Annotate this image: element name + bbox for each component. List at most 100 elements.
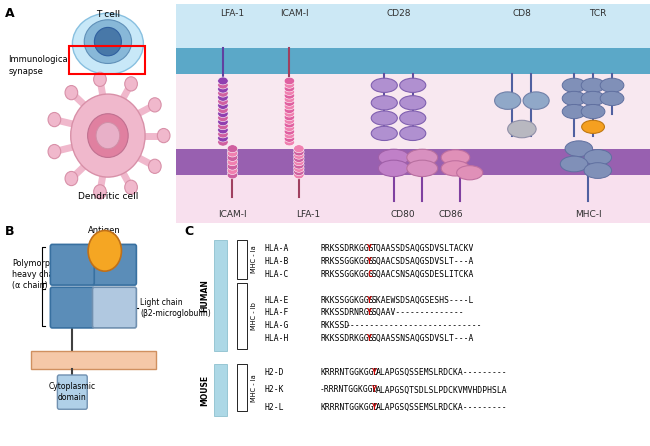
Bar bbox=[176, 4, 650, 48]
Ellipse shape bbox=[94, 27, 122, 56]
Ellipse shape bbox=[218, 106, 228, 113]
Ellipse shape bbox=[218, 118, 228, 126]
FancyBboxPatch shape bbox=[51, 287, 94, 328]
Text: RRKSSGGKGGS: RRKSSGGKGGS bbox=[320, 257, 374, 266]
Text: TQAASSDSAQGSDVSLTACKV: TQAASSDSAQGSDVSLTACKV bbox=[372, 244, 474, 253]
Ellipse shape bbox=[218, 97, 228, 105]
Ellipse shape bbox=[284, 106, 294, 113]
Ellipse shape bbox=[227, 153, 238, 161]
Text: α3: α3 bbox=[66, 302, 79, 313]
Text: HLA-H: HLA-H bbox=[265, 334, 289, 343]
Ellipse shape bbox=[284, 110, 294, 117]
Text: Y: Y bbox=[372, 403, 376, 412]
FancyBboxPatch shape bbox=[92, 287, 136, 328]
Ellipse shape bbox=[294, 165, 304, 172]
Ellipse shape bbox=[400, 111, 426, 125]
Text: SQAACSDSAQGSDVSLT---A: SQAACSDSAQGSDVSLT---A bbox=[372, 257, 474, 266]
Ellipse shape bbox=[71, 94, 145, 177]
Bar bbox=[237, 283, 247, 349]
Text: KRRRNTGGKGGD: KRRRNTGGKGGD bbox=[320, 403, 378, 412]
Text: LFA-1: LFA-1 bbox=[220, 9, 244, 18]
Bar bbox=[237, 364, 247, 411]
Text: MHC-I: MHC-I bbox=[575, 210, 602, 219]
Ellipse shape bbox=[562, 91, 586, 106]
Text: CD28: CD28 bbox=[386, 9, 411, 18]
Text: Y: Y bbox=[372, 385, 376, 394]
Ellipse shape bbox=[523, 92, 549, 109]
Ellipse shape bbox=[407, 160, 437, 177]
Ellipse shape bbox=[400, 96, 426, 110]
Text: MHC - Ia: MHC - Ia bbox=[251, 374, 257, 402]
Ellipse shape bbox=[218, 93, 228, 101]
Ellipse shape bbox=[148, 159, 161, 173]
Ellipse shape bbox=[227, 171, 238, 179]
Ellipse shape bbox=[371, 126, 397, 140]
Text: ALAPGSQTSDLSLPDCKVMVHDPHSLA: ALAPGSQTSDLSLPDCKVMVHDPHSLA bbox=[376, 385, 508, 394]
Ellipse shape bbox=[284, 135, 294, 142]
Ellipse shape bbox=[284, 128, 294, 135]
Ellipse shape bbox=[218, 134, 228, 142]
Ellipse shape bbox=[508, 120, 536, 138]
Bar bbox=[176, 74, 650, 149]
Ellipse shape bbox=[371, 111, 397, 125]
Ellipse shape bbox=[371, 78, 397, 92]
Text: CD80: CD80 bbox=[391, 210, 415, 219]
Ellipse shape bbox=[400, 126, 426, 140]
Ellipse shape bbox=[441, 150, 470, 165]
Bar bbox=[69, 46, 145, 74]
Ellipse shape bbox=[48, 112, 60, 127]
Ellipse shape bbox=[284, 103, 294, 110]
Text: RRKSSDRKGGS: RRKSSDRKGGS bbox=[320, 244, 374, 253]
Text: HLA-E: HLA-E bbox=[265, 296, 289, 305]
FancyBboxPatch shape bbox=[57, 375, 87, 409]
Text: SKAEWSDSAQGSESHS----L: SKAEWSDSAQGSESHS----L bbox=[372, 296, 474, 305]
Ellipse shape bbox=[284, 138, 294, 146]
Text: Antigen: Antigen bbox=[88, 226, 121, 235]
Ellipse shape bbox=[227, 145, 238, 153]
Text: C: C bbox=[184, 225, 193, 238]
Ellipse shape bbox=[125, 77, 137, 91]
Ellipse shape bbox=[284, 81, 294, 88]
Text: ICAM-I: ICAM-I bbox=[218, 210, 247, 219]
Ellipse shape bbox=[407, 149, 437, 165]
Bar bbox=[176, 175, 650, 223]
Text: HLA-G: HLA-G bbox=[265, 321, 289, 330]
Ellipse shape bbox=[284, 91, 294, 99]
Ellipse shape bbox=[371, 96, 397, 110]
Ellipse shape bbox=[94, 185, 107, 199]
Ellipse shape bbox=[560, 156, 588, 172]
Text: Immunological
synapse: Immunological synapse bbox=[8, 55, 70, 76]
Ellipse shape bbox=[218, 85, 228, 93]
Ellipse shape bbox=[294, 151, 304, 159]
Text: T cell: T cell bbox=[96, 10, 120, 19]
FancyBboxPatch shape bbox=[92, 244, 136, 285]
Ellipse shape bbox=[218, 89, 228, 97]
Text: C: C bbox=[367, 270, 372, 279]
Ellipse shape bbox=[284, 117, 294, 124]
Ellipse shape bbox=[284, 84, 294, 92]
Ellipse shape bbox=[218, 130, 228, 138]
Ellipse shape bbox=[284, 88, 294, 95]
Text: Y: Y bbox=[367, 296, 372, 305]
Text: H2-D: H2-D bbox=[265, 368, 284, 377]
Ellipse shape bbox=[562, 104, 586, 119]
Text: RKKSSDRNRGS: RKKSSDRNRGS bbox=[320, 309, 374, 318]
Text: MHC - Ib: MHC - Ib bbox=[251, 302, 257, 330]
Bar bbox=[214, 364, 227, 416]
Text: MOUSE: MOUSE bbox=[200, 375, 209, 405]
Text: Y: Y bbox=[367, 244, 372, 253]
Text: H2-K: H2-K bbox=[265, 385, 284, 394]
Ellipse shape bbox=[218, 138, 228, 146]
Text: LFA-1: LFA-1 bbox=[296, 210, 320, 219]
Ellipse shape bbox=[227, 149, 238, 157]
Text: ICAM-I: ICAM-I bbox=[280, 9, 309, 18]
Ellipse shape bbox=[96, 123, 120, 149]
Text: ALAPGSQSSEMSLRDCKA---------: ALAPGSQSSEMSLRDCKA--------- bbox=[376, 368, 508, 377]
Text: α1: α1 bbox=[108, 260, 121, 270]
Bar bbox=[176, 48, 650, 74]
Text: Y: Y bbox=[367, 309, 372, 318]
Ellipse shape bbox=[294, 155, 304, 162]
Bar bbox=[237, 240, 247, 279]
Text: SQAAV--------------: SQAAV-------------- bbox=[372, 309, 464, 318]
Ellipse shape bbox=[218, 126, 228, 134]
